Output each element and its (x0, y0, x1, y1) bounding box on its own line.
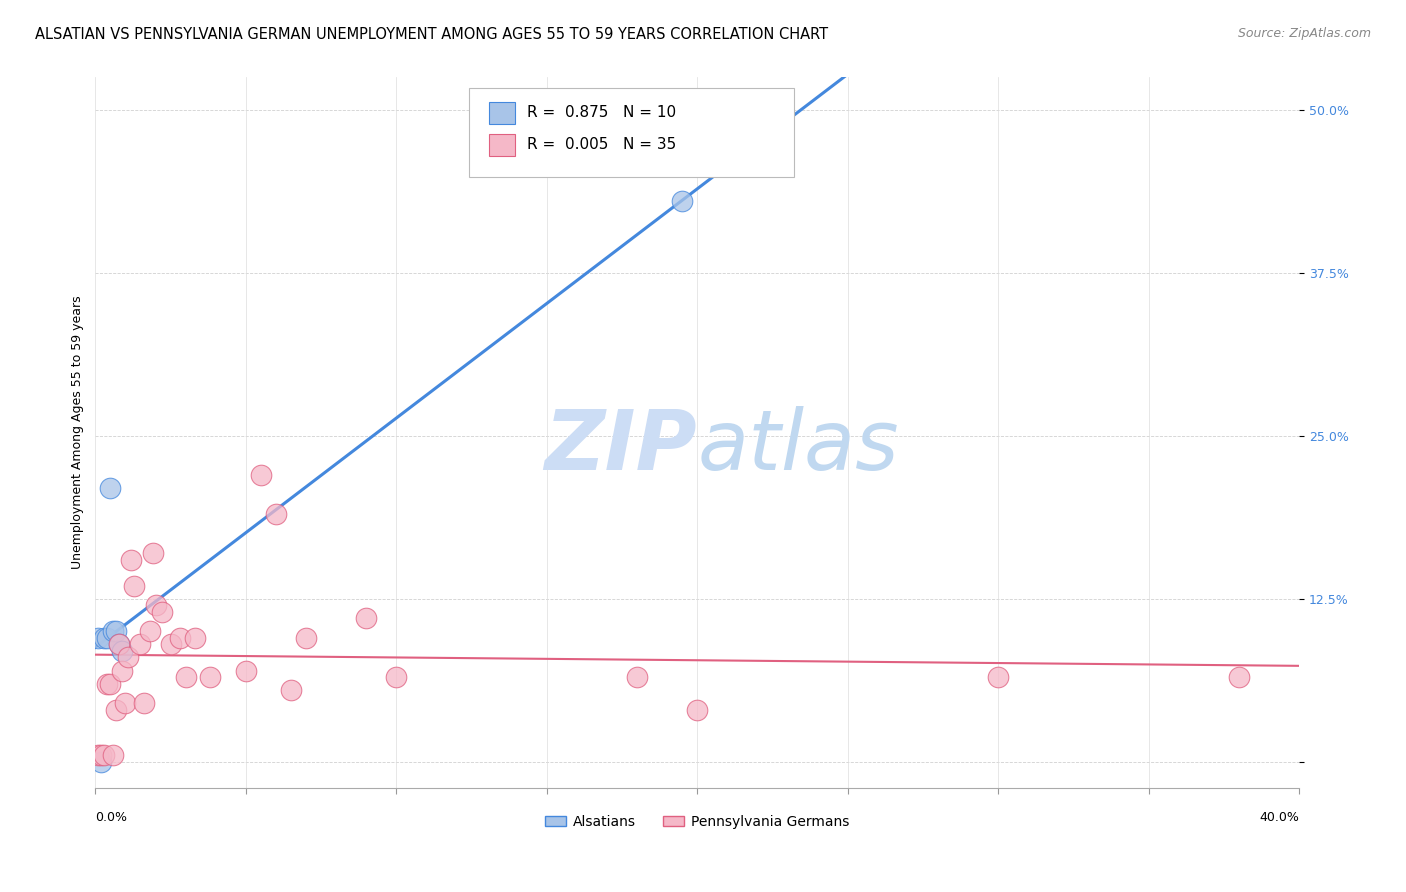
Bar (489, 134, 516, 156)
Point (129, 637, 152, 651)
Legend: Alsatians, Pennsylvania Germans: Alsatians, Pennsylvania Germans (540, 809, 855, 834)
FancyBboxPatch shape (468, 88, 793, 177)
Point (295, 631, 318, 645)
Point (987, 670, 1010, 684)
Point (159, 637, 181, 651)
Point (108, 637, 131, 651)
Point (150, 605, 173, 619)
Point (354, 611, 377, 625)
Point (105, 624, 128, 639)
Point (264, 507, 287, 521)
Point (117, 650, 139, 665)
Point (280, 683, 302, 698)
Point (198, 670, 221, 684)
Point (87, 631, 110, 645)
Point (686, 703, 709, 717)
Point (93, 631, 115, 645)
Point (132, 696, 155, 710)
Text: R =  0.875   N = 10: R = 0.875 N = 10 (527, 105, 676, 120)
Point (183, 631, 205, 645)
Text: ALSATIAN VS PENNSYLVANIA GERMAN UNEMPLOYMENT AMONG AGES 55 TO 59 YEARS CORRELATI: ALSATIAN VS PENNSYLVANIA GERMAN UNEMPLOY… (35, 27, 828, 42)
Point (96, 676, 118, 690)
Text: R =  0.005   N = 35: R = 0.005 N = 35 (527, 137, 676, 153)
Point (138, 624, 160, 639)
Point (250, 468, 273, 483)
Point (100, 481, 122, 495)
Point (671, 194, 693, 209)
Point (87, 748, 110, 763)
Point (114, 696, 136, 710)
Point (103, 748, 125, 763)
Point (145, 599, 167, 613)
Text: Source: ZipAtlas.com: Source: ZipAtlas.com (1237, 27, 1371, 40)
Point (90, 748, 112, 763)
Point (235, 664, 257, 678)
Point (96, 631, 118, 645)
Point (385, 670, 408, 684)
Bar (489, 102, 516, 124)
Point (111, 664, 134, 678)
Point (111, 644, 134, 658)
Point (141, 546, 163, 560)
Y-axis label: Unemployment Among Ages 55 to 59 years: Unemployment Among Ages 55 to 59 years (72, 296, 84, 569)
Point (124, 579, 146, 593)
Text: 40.0%: 40.0% (1260, 812, 1299, 824)
Point (1227, 670, 1250, 684)
Point (174, 670, 197, 684)
Point (626, 670, 648, 684)
Text: atlas: atlas (697, 407, 898, 487)
Point (93, 748, 115, 763)
Text: 0.0%: 0.0% (96, 812, 128, 824)
Point (105, 703, 128, 717)
Point (100, 676, 122, 690)
Text: ZIP: ZIP (544, 407, 697, 487)
Point (103, 624, 125, 639)
Point (169, 631, 191, 645)
Point (108, 637, 131, 651)
Point (90, 755, 112, 769)
Point (121, 552, 143, 566)
